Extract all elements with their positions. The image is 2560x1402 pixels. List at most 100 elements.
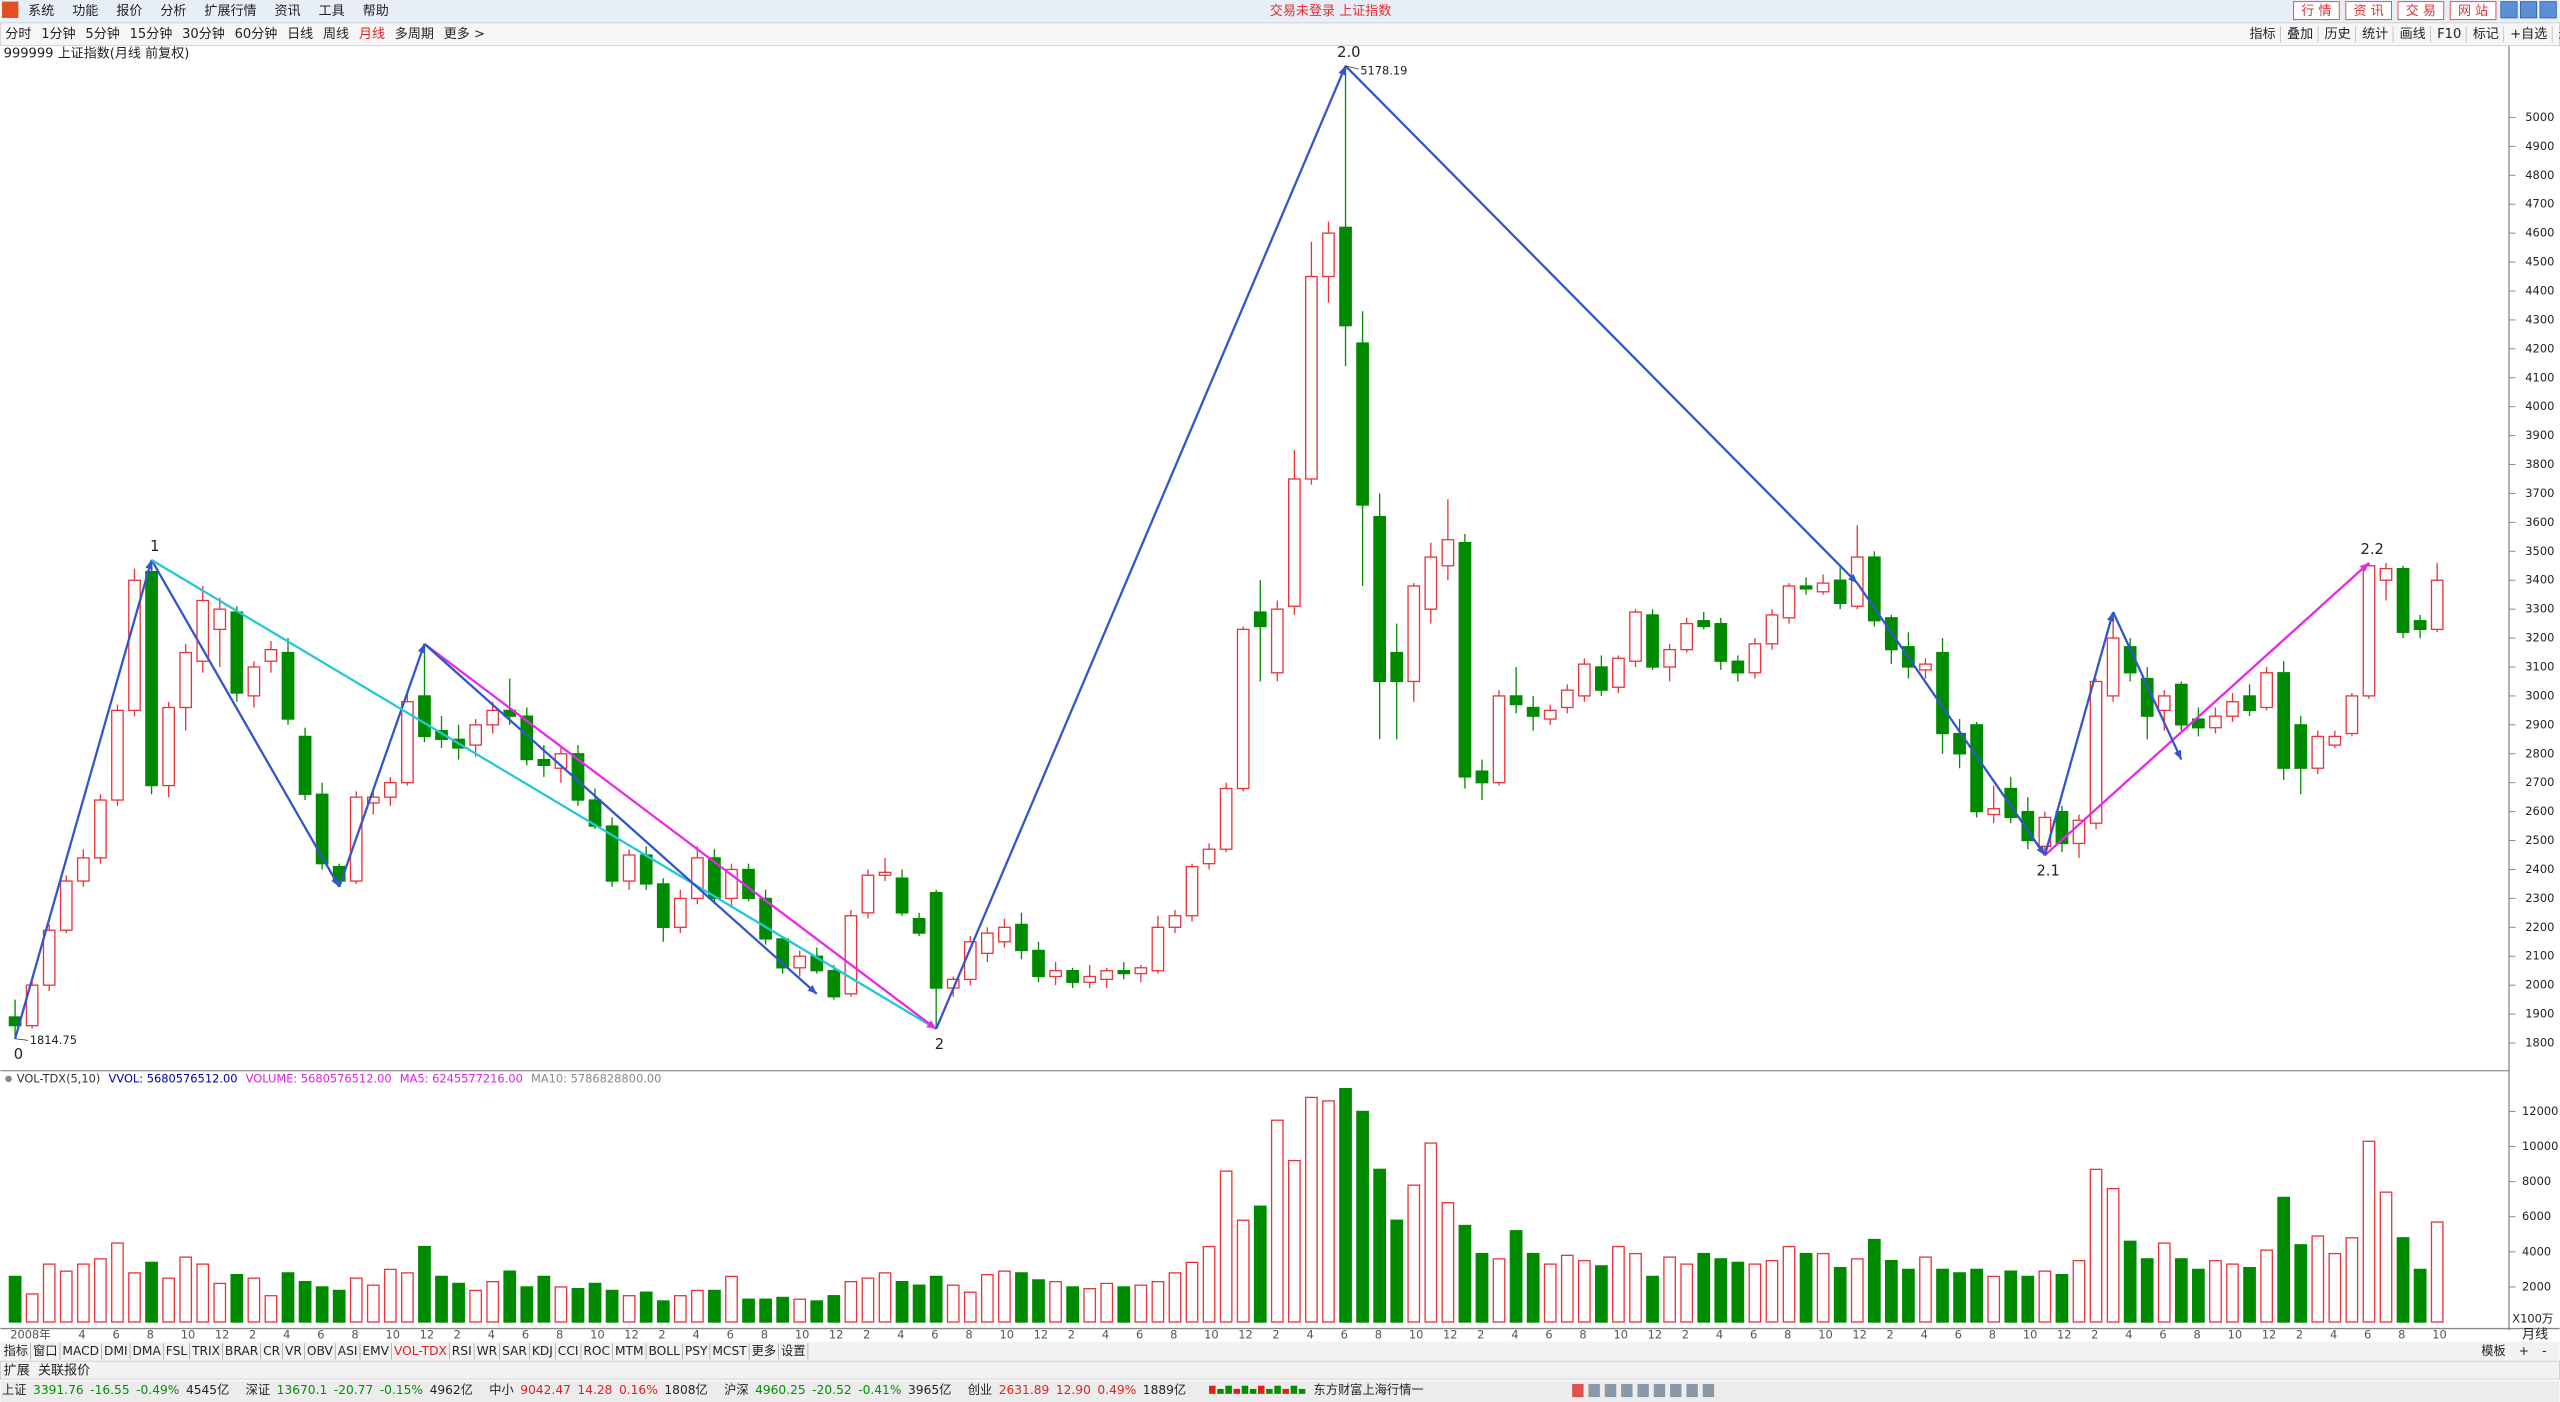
menu-item[interactable]: 功能 bbox=[72, 4, 98, 19]
toolbar-button[interactable]: 统计 bbox=[2362, 27, 2388, 42]
period-button[interactable]: 1分钟 bbox=[41, 26, 75, 42]
tray-icon[interactable] bbox=[1588, 1384, 1600, 1398]
window-control[interactable] bbox=[2539, 1, 2557, 19]
period-button[interactable]: 30分钟 bbox=[182, 26, 225, 42]
indicator-tab[interactable]: 指标 bbox=[4, 1343, 28, 1358]
top-button[interactable] bbox=[2449, 1, 2497, 21]
bottom-tab[interactable]: 扩展 bbox=[4, 1363, 30, 1378]
template-button[interactable]: 模板 bbox=[2481, 1344, 2505, 1358]
top-button[interactable] bbox=[2293, 1, 2340, 21]
x-tick-label: 8 bbox=[1784, 1328, 1791, 1342]
indicator-tab[interactable]: BOLL bbox=[648, 1344, 680, 1358]
indicator-tab[interactable]: 窗口 bbox=[33, 1344, 57, 1358]
indicator-tab[interactable]: ROC bbox=[583, 1344, 610, 1358]
trend-arrow bbox=[145, 559, 153, 570]
indicator-tab[interactable]: DMI bbox=[104, 1344, 128, 1358]
status-pct: 0.16% bbox=[619, 1383, 658, 1397]
period-button[interactable]: 日线 bbox=[287, 27, 313, 42]
indicator-tab[interactable]: DMA bbox=[133, 1344, 162, 1358]
period-button[interactable]: 60分钟 bbox=[235, 26, 278, 42]
top-button[interactable] bbox=[2397, 1, 2445, 21]
tray-icon[interactable] bbox=[1686, 1384, 1698, 1398]
tray-icon[interactable] bbox=[1604, 1384, 1617, 1398]
toolbar-button[interactable]: 叠加 bbox=[2287, 27, 2313, 42]
indicator-tab[interactable]: WR bbox=[477, 1344, 498, 1358]
template-button[interactable]: - bbox=[2542, 1344, 2546, 1358]
indicator-tab[interactable]: VR bbox=[285, 1344, 302, 1358]
window-control[interactable] bbox=[2520, 1, 2538, 19]
status-name: 上证 bbox=[2, 1383, 26, 1397]
top-button-label[interactable]: 网 站 bbox=[2458, 4, 2488, 19]
period-button[interactable]: 分时 bbox=[5, 27, 31, 42]
indicator-tab[interactable]: FSL bbox=[166, 1344, 188, 1358]
toolbar-button[interactable]: 画线 bbox=[2400, 27, 2426, 42]
volume-bar bbox=[776, 1296, 790, 1323]
tray-icon[interactable] bbox=[1670, 1384, 1682, 1398]
candle-body bbox=[725, 868, 738, 900]
menu-item[interactable]: 系统 bbox=[28, 4, 54, 19]
tray-icon[interactable] bbox=[1621, 1384, 1633, 1398]
indicator-tab[interactable]: CR bbox=[263, 1344, 281, 1358]
indicator-tab[interactable]: VOL-TDX bbox=[394, 1344, 447, 1358]
bottom-tab[interactable]: 关联报价 bbox=[38, 1363, 90, 1378]
menu-item[interactable]: 资讯 bbox=[275, 4, 301, 19]
volume-bar bbox=[759, 1298, 772, 1323]
indicator-tab[interactable]: MTM bbox=[615, 1344, 644, 1358]
menu-item[interactable]: 扩展行情 bbox=[204, 4, 256, 19]
candle-body bbox=[1134, 967, 1148, 975]
top-button[interactable] bbox=[2345, 1, 2392, 21]
top-button-label[interactable]: 资 讯 bbox=[2354, 4, 2384, 19]
toolbar-button[interactable]: 历史 bbox=[2325, 27, 2351, 42]
top-button-label[interactable]: 行 情 bbox=[2301, 4, 2331, 19]
period-button[interactable]: 更多 > bbox=[444, 26, 485, 42]
indicator-tab[interactable]: TRIX bbox=[191, 1344, 220, 1358]
tray-icon[interactable] bbox=[1702, 1384, 1715, 1398]
indicator-tab[interactable]: KDJ bbox=[532, 1344, 553, 1358]
toolbar-button[interactable]: 标记 bbox=[2473, 27, 2499, 42]
period-button[interactable]: 月线 bbox=[359, 27, 385, 42]
volume-bar bbox=[2260, 1249, 2273, 1323]
signal-icon bbox=[1274, 1385, 1281, 1394]
toolbar-button[interactable]: 返回 bbox=[2559, 27, 2560, 42]
candle-body bbox=[1458, 541, 1472, 778]
period-button[interactable]: 5分钟 bbox=[85, 26, 119, 42]
period-button[interactable]: 15分钟 bbox=[130, 26, 173, 42]
indicator-tab[interactable]: CCI bbox=[558, 1344, 579, 1358]
tray-icon[interactable] bbox=[1572, 1384, 1584, 1398]
template-button[interactable]: + bbox=[2519, 1344, 2529, 1358]
indicator-tab[interactable]: OBV bbox=[307, 1344, 334, 1358]
indicator-tab[interactable]: ASI bbox=[338, 1344, 358, 1358]
period-button[interactable]: 多周期 bbox=[395, 26, 434, 42]
x-tick-label: 8 bbox=[761, 1328, 768, 1342]
top-button-label[interactable]: 交 易 bbox=[2406, 3, 2436, 19]
indicator-tab[interactable]: PSY bbox=[685, 1344, 708, 1358]
candle-body bbox=[708, 857, 721, 900]
indicator-tab[interactable]: MACD bbox=[62, 1344, 99, 1358]
indicator-tab[interactable]: SAR bbox=[502, 1344, 527, 1358]
tray-icon[interactable] bbox=[1653, 1384, 1666, 1398]
volume-bar bbox=[2430, 1221, 2444, 1323]
y-tick-label: 2400 bbox=[2525, 862, 2554, 876]
toolbar-button[interactable]: 指标 bbox=[2249, 27, 2275, 42]
toolbar-button[interactable]: F10 bbox=[2437, 27, 2461, 42]
indicator-tab[interactable]: 设置 bbox=[781, 1344, 805, 1358]
window-control[interactable] bbox=[2500, 1, 2518, 19]
high-note: 5178.19 bbox=[1360, 63, 1407, 77]
menu-item[interactable]: 工具 bbox=[319, 4, 345, 19]
candle-body bbox=[1577, 663, 1591, 697]
menu-item[interactable]: 帮助 bbox=[363, 4, 389, 19]
menu-item[interactable]: 报价 bbox=[116, 4, 142, 19]
period-button[interactable]: 周线 bbox=[323, 27, 349, 42]
indicator-tab[interactable]: RSI bbox=[452, 1344, 472, 1358]
indicator-tab[interactable]: 更多 bbox=[752, 1344, 776, 1358]
indicator-tab[interactable]: EMV bbox=[362, 1344, 389, 1358]
toolbar-button[interactable]: +自选 bbox=[2510, 27, 2547, 42]
indicator-tab[interactable]: BRAR bbox=[225, 1344, 259, 1358]
menu-item[interactable]: 分析 bbox=[160, 4, 186, 19]
indicator-tab[interactable]: MCST bbox=[712, 1344, 747, 1358]
trend-arrow bbox=[2174, 749, 2182, 760]
trend-line bbox=[1856, 582, 2046, 856]
tray-icon[interactable] bbox=[1637, 1384, 1649, 1398]
volume-bar bbox=[691, 1289, 704, 1323]
volume-bar bbox=[1782, 1245, 1796, 1323]
